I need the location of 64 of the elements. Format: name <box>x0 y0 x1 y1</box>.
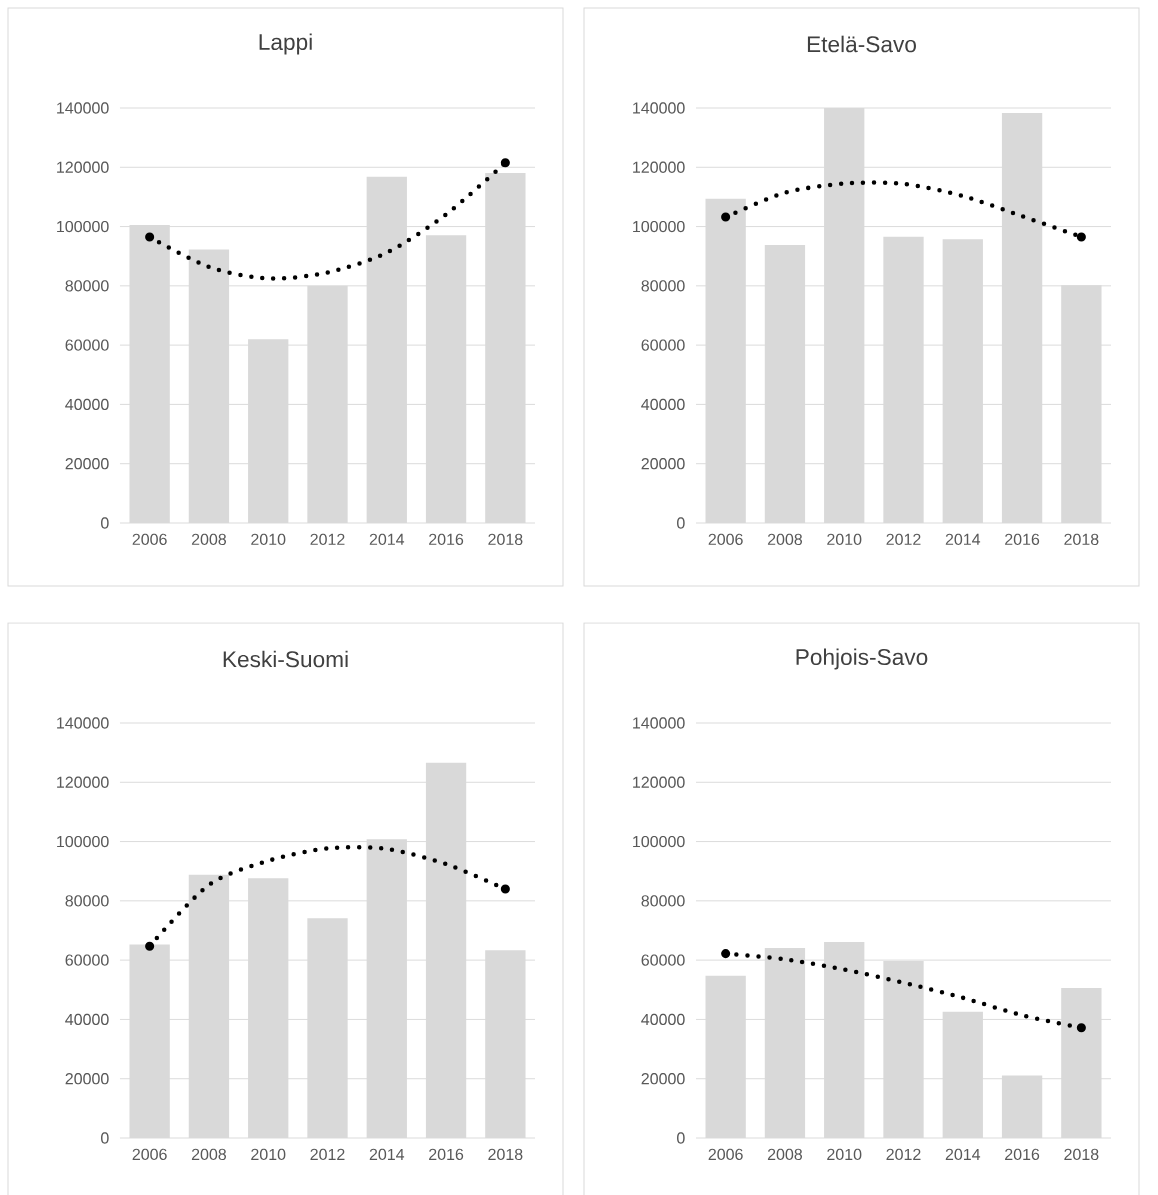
y-tick-label: 140000 <box>633 102 685 114</box>
x-tick-label: 2012 <box>310 533 345 546</box>
y-tick-label: 20000 <box>641 1073 685 1085</box>
y-tick-label: 20000 <box>65 1073 109 1085</box>
y-tick-label: 20000 <box>641 458 685 470</box>
y-tick-label: 140000 <box>57 717 109 729</box>
x-tick-label: 2016 <box>1005 1148 1040 1161</box>
x-tick-label: 2018 <box>488 1148 523 1161</box>
x-tick-label: 2010 <box>827 1148 862 1161</box>
y-tick-label: 140000 <box>633 717 685 729</box>
y-tick-label: 40000 <box>641 398 685 411</box>
x-tick-label: 2006 <box>708 533 743 546</box>
x-tick-label: 2012 <box>886 533 921 546</box>
y-tick-label: 120000 <box>57 161 109 173</box>
y-tick-label: 100000 <box>57 835 109 848</box>
y-tick-label: 60000 <box>641 954 685 966</box>
x-tick-label: 2016 <box>429 533 464 546</box>
y-tick-label: 0 <box>101 1132 109 1144</box>
y-tick-label: 0 <box>677 517 685 529</box>
x-tick-label: 2008 <box>767 1148 803 1161</box>
x-tick-label: 2010 <box>827 533 862 546</box>
y-tick-label: 120000 <box>633 776 685 788</box>
x-tick-label: 2008 <box>191 533 227 546</box>
x-tick-label: 2018 <box>1064 1148 1099 1161</box>
x-tick-label: 2014 <box>945 533 981 546</box>
y-tick-label: 0 <box>101 517 109 529</box>
x-tick-label: 2018 <box>1064 533 1099 546</box>
y-tick-label: 60000 <box>65 339 109 351</box>
chart-title: Keski-Suomi <box>223 650 348 668</box>
x-tick-label: 2006 <box>132 1148 167 1161</box>
y-tick-label: 60000 <box>65 954 109 966</box>
x-tick-label: 2012 <box>310 1148 345 1161</box>
x-tick-label: 2014 <box>369 1148 405 1161</box>
y-tick-label: 40000 <box>65 398 109 411</box>
x-tick-label: 2010 <box>251 1148 286 1161</box>
x-tick-label: 2006 <box>708 1148 743 1161</box>
y-tick-label: 60000 <box>641 339 685 351</box>
y-tick-label: 80000 <box>65 895 109 907</box>
y-tick-label: 80000 <box>641 280 685 292</box>
y-tick-label: 140000 <box>57 102 109 114</box>
x-tick-label: 2008 <box>767 533 803 546</box>
y-tick-label: 40000 <box>641 1013 685 1026</box>
x-tick-label: 2018 <box>488 533 523 546</box>
x-tick-label: 2006 <box>132 533 167 546</box>
y-tick-label: 120000 <box>633 161 685 173</box>
y-tick-label: 20000 <box>65 458 109 470</box>
y-tick-label: 40000 <box>65 1013 109 1026</box>
y-tick-label: 120000 <box>57 776 109 788</box>
x-tick-label: 2016 <box>429 1148 464 1161</box>
y-tick-label: 80000 <box>65 280 109 292</box>
x-tick-label: 2012 <box>886 1148 921 1161</box>
chart-title: Etelä-Savo <box>807 35 916 53</box>
chart-title: Pohjois-Savo <box>796 648 928 670</box>
x-tick-label: 2016 <box>1005 533 1040 546</box>
y-tick-label: 100000 <box>633 835 685 848</box>
y-tick-label: 100000 <box>633 220 685 233</box>
x-tick-label: 2010 <box>251 533 286 546</box>
chart-title: Lappi <box>259 33 312 55</box>
y-tick-label: 0 <box>677 1132 685 1144</box>
y-tick-label: 100000 <box>57 220 109 233</box>
x-tick-label: 2014 <box>945 1148 981 1161</box>
x-tick-label: 2014 <box>369 533 405 546</box>
y-tick-label: 80000 <box>641 895 685 907</box>
x-tick-label: 2008 <box>191 1148 227 1161</box>
